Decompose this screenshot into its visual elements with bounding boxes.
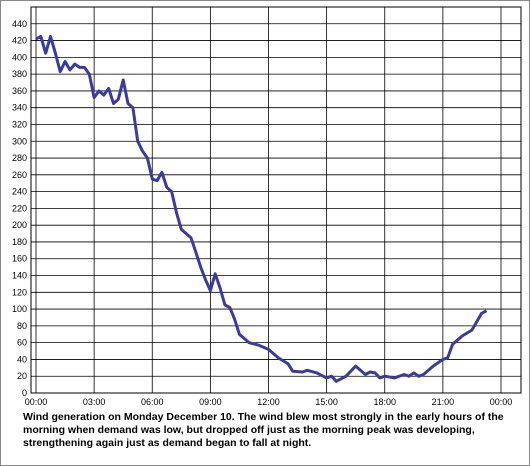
y-tick-label: 20 bbox=[17, 371, 27, 381]
y-tick-label: 160 bbox=[12, 254, 27, 264]
y-tick-label: 340 bbox=[12, 103, 27, 113]
y-tick-label: 80 bbox=[17, 321, 27, 331]
x-tick-label: 00:00 bbox=[25, 397, 48, 406]
x-tick-label: 12:00 bbox=[257, 397, 280, 406]
y-tick-label: 400 bbox=[12, 52, 27, 62]
y-tick-label: 280 bbox=[12, 153, 27, 163]
x-tick-label: 18:00 bbox=[373, 397, 396, 406]
y-tick-label: 440 bbox=[12, 19, 27, 29]
plot-frame bbox=[30, 6, 522, 394]
y-tick-label: 100 bbox=[12, 304, 27, 314]
x-tick-label: 09:00 bbox=[199, 397, 222, 406]
y-tick-label: 420 bbox=[12, 36, 27, 46]
caption: Wind generation on Monday December 10. T… bbox=[23, 411, 504, 449]
y-tick-label: 360 bbox=[12, 86, 27, 96]
x-tick-label: 06:00 bbox=[141, 397, 164, 406]
y-tick-label: 140 bbox=[12, 271, 27, 281]
y-tick-label: 320 bbox=[12, 119, 27, 129]
y-tick-label: 260 bbox=[12, 170, 27, 180]
x-tick-label: 00:00 bbox=[490, 397, 513, 406]
y-tick-label: 380 bbox=[12, 69, 27, 79]
y-tick-label: 200 bbox=[12, 220, 27, 230]
x-tick-label: 15:00 bbox=[315, 397, 338, 406]
chart: 0 20 40 60 80 100 120 140 160 180 200 220 240 260 280 3… bbox=[12, 6, 522, 406]
y-tick-label: 220 bbox=[12, 203, 27, 213]
y-tick-label: 0 bbox=[22, 388, 27, 398]
x-tick-label: 21:00 bbox=[432, 397, 455, 406]
y-tick-label: 240 bbox=[12, 187, 27, 197]
x-tick-label: 03:00 bbox=[83, 397, 106, 406]
y-tick-label: 300 bbox=[12, 136, 27, 146]
y-tick-label: 180 bbox=[12, 237, 27, 247]
data-line bbox=[35, 34, 488, 383]
y-tick-label: 40 bbox=[17, 354, 27, 364]
y-tick-label: 60 bbox=[17, 338, 27, 348]
y-tick-label: 120 bbox=[12, 287, 27, 297]
